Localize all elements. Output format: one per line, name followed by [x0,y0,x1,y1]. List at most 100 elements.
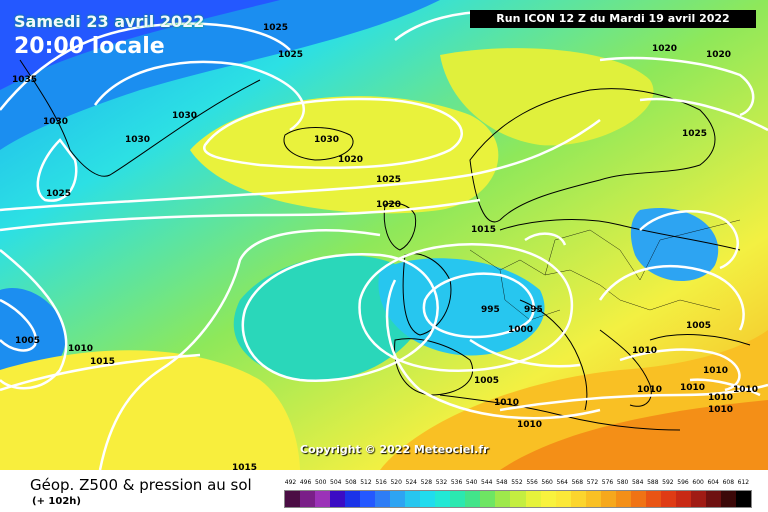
isobar-label: 1025 [278,50,303,60]
colorscale-label: 596 [677,479,689,486]
yellow-ridge-north [190,96,499,214]
isobar-label: 1015 [90,357,115,367]
colorscale-label: 556 [526,479,538,486]
colorscale-label: 540 [465,479,478,486]
colorscale-swatch [615,491,631,507]
colorscale-swatch [360,491,376,507]
isobar-label: 1005 [474,376,499,386]
colorscale-swatch [405,491,421,507]
colorscale-label: 532 [435,479,448,486]
isobar-label: 1015 [232,463,257,470]
isobar-label: 1000 [508,325,533,335]
colorscale-swatch [435,491,451,507]
colorscale-label: 496 [299,479,312,486]
colorscale-swatch [450,491,466,507]
colorscale-label: 608 [722,479,735,486]
isobar-labels: 1035 1030 1030 1030 1025 1025 1025 1020 … [12,23,758,470]
colorscale-swatch [390,491,406,507]
isobar-label: 1030 [125,135,150,145]
colorscale-label: 504 [330,479,342,486]
colorscale-swatch [375,491,391,507]
colorscale-label: 572 [586,479,599,486]
colorscale-label: 576 [601,479,614,486]
isobar-label: 1010 [68,344,93,354]
isobar-label: 1020 [652,44,677,54]
colorscale-swatch [570,491,586,507]
colorscale-swatch [645,491,661,507]
synoptic-map: 1035 1030 1030 1030 1025 1025 1025 1020 … [0,0,768,470]
colorscale-label: 516 [375,479,387,486]
colorscale-label: 580 [616,479,629,486]
isobar-label: 1025 [682,129,707,139]
colorscale-swatch [510,491,526,507]
colorscale-swatch [495,491,511,507]
colorscale-swatch [300,491,316,507]
colorscale-label: 492 [284,479,297,486]
isobar-label: 1010 [637,385,662,395]
copyright-text: Copyright © 2022 Meteociel.fr [300,443,489,456]
colorscale-swatch [465,491,481,507]
forecast-date: Samedi 23 avril 2022 [14,12,205,31]
colorscale-label: 524 [405,479,417,486]
colorscale-label: 560 [541,479,553,486]
colorscale-label: 588 [647,479,659,486]
colorscale-label: 552 [511,479,523,486]
colorscale-swatch [600,491,616,507]
borders [469,219,741,321]
colorscale-label: 584 [631,479,644,486]
colorscale-swatch [735,491,751,507]
colorscale-label: 592 [662,479,674,486]
colorscale-swatch [540,491,556,507]
colorscale-swatch [420,491,436,507]
isobars [0,10,768,470]
colorscale-swatch [345,491,361,507]
isobar-label: 995 [481,305,500,315]
colorscale-label: 536 [450,479,463,486]
colorscale-bar [284,490,752,508]
isobar-label: 1025 [263,23,288,33]
isobar-label: 1010 [494,398,519,408]
colorscale-label: 564 [556,479,568,486]
isobar-label: 1010 [733,385,758,395]
isobar-label: 1030 [172,111,197,121]
isobar-label: 1005 [15,336,40,346]
colorscale-label: 612 [737,479,750,486]
colorscale-swatch [630,491,646,507]
isobar-label: 1020 [376,200,401,210]
map-footer: Géop. Z500 & pression au sol (+ 102h) 49… [0,470,768,512]
colorscale-label: 600 [692,479,704,486]
z500-pressure-map: 1035 1030 1030 1030 1025 1025 1025 1020 … [0,0,768,470]
isobar-label: 1020 [338,155,363,165]
forecast-time: 20:00 locale [14,34,165,59]
isobar-label: 1030 [43,117,68,127]
colorscale-swatch [720,491,736,507]
colorscale-swatch [675,491,691,507]
isobar-label: 1030 [314,135,339,145]
colorscale-label: 568 [571,479,584,486]
isobar-label: 1010 [632,346,657,356]
isobar-label: 1035 [12,75,37,85]
colorscale-swatch [525,491,541,507]
isobar-label: 1020 [706,50,731,60]
isobar-label: 995 [524,305,543,315]
colorscale-swatch [285,491,301,507]
colorscale-label: 548 [496,479,508,486]
isobar-label: 1005 [686,321,711,331]
colorscale-swatch [705,491,721,507]
coastlines [19,59,751,431]
isobar-label: 1010 [703,366,728,376]
isobar-label: 1015 [471,225,496,235]
colorscale-swatch [660,491,676,507]
colorscale-label: 500 [314,479,327,486]
colorscale-swatch [480,491,496,507]
colorscale-swatch [555,491,571,507]
isobar-label: 1025 [376,175,401,185]
colorscale-swatch [585,491,601,507]
colorscale-label: 544 [481,479,493,486]
colorscale-label: 512 [360,479,372,486]
colorscale-label: 508 [345,479,357,486]
warm-south-west [0,350,300,470]
colorscale-label: 528 [420,479,433,486]
isobar-label: 1010 [517,420,542,430]
colorscale-label: 604 [707,479,719,486]
